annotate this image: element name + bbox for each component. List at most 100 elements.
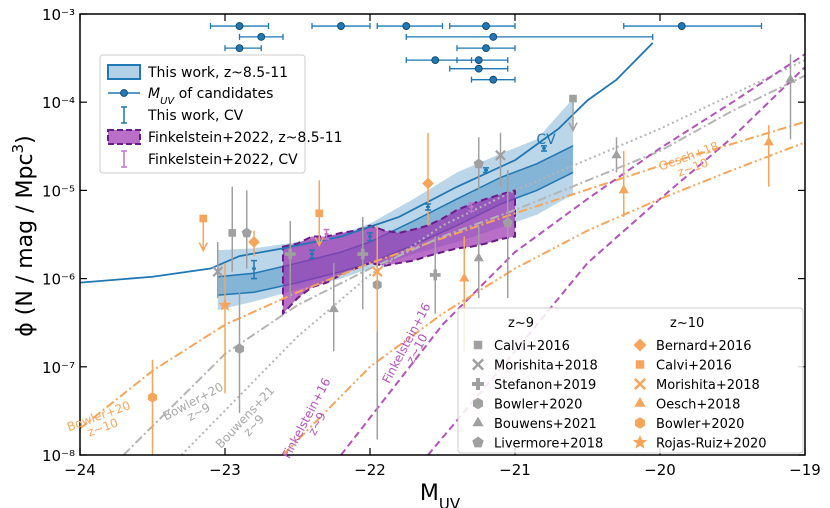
y-label-main: ϕ (N / mag / Mpc [13, 153, 38, 336]
legend-swatch [107, 64, 141, 80]
y-tick-label: 10⁻³ [42, 6, 75, 24]
x-tick-label: −19 [789, 461, 821, 479]
point-hexagon [235, 343, 244, 354]
point-diamond [422, 177, 434, 190]
legend-box [457, 307, 804, 454]
point-x [371, 266, 383, 278]
legend-marker [473, 397, 483, 410]
legend-marker [634, 378, 646, 390]
legend-marker [472, 378, 484, 390]
x-tick-label: −21 [499, 461, 531, 479]
upper-limit-head [314, 236, 324, 247]
point-plus [284, 248, 296, 260]
legend-marker [473, 340, 483, 350]
point-square [228, 229, 237, 237]
legend-label-part: UV [160, 96, 175, 107]
legend-label: Livermore+2018 [494, 437, 603, 452]
legend-label: This work, CV [147, 108, 244, 124]
candidate-point [482, 22, 490, 30]
point-plus [357, 248, 369, 260]
legend-label-part: of candidates [174, 86, 273, 102]
point-star [218, 298, 232, 311]
band-inner [217, 145, 573, 296]
band-finkelstein [282, 189, 516, 317]
legend-label: Calvi+2016 [494, 339, 570, 354]
x-tick-label: −24 [64, 461, 96, 479]
point-x [495, 149, 506, 161]
candidate-point [474, 56, 483, 65]
legend-marker [634, 397, 646, 407]
point-triangle [611, 149, 622, 159]
y-tick-label: 10⁻⁸ [42, 447, 75, 465]
candidate-point [235, 44, 244, 53]
y-tick-label: 10⁻⁶ [42, 271, 75, 289]
legend-swatch [107, 129, 141, 145]
legend-swatch [121, 106, 127, 124]
model-line [340, 53, 805, 455]
legend-label: Bernard+2016 [656, 339, 752, 354]
legend-marker [472, 416, 484, 427]
legend-label: Finkelstein+2022, CV [148, 152, 298, 168]
x-tick-label: −23 [209, 461, 241, 479]
point-square [569, 94, 577, 103]
point-square [315, 209, 324, 218]
point-plus [429, 269, 441, 281]
model-line [282, 141, 805, 455]
x-label-main: M [420, 481, 439, 506]
upper-limit-head [198, 242, 208, 253]
point-hexagon [148, 392, 157, 403]
legend-label-part: M [148, 86, 160, 102]
candidate-point [257, 33, 266, 41]
x-label-sub: UV [439, 495, 461, 508]
point-triangle [328, 303, 339, 313]
legend-marker [632, 435, 648, 449]
legend-label: Stefanon+2019 [494, 378, 596, 393]
legend-label: Bowler+2020 [656, 417, 744, 432]
legend-label: Morishita+2018 [494, 359, 598, 374]
point-pentagon [502, 217, 513, 228]
point-pentagon [241, 227, 252, 238]
legend-label: Calvi+2016 [656, 359, 732, 374]
legend-marker [472, 358, 484, 371]
point-diamond [248, 236, 260, 248]
legend-label: Finkelstein+2022, z~8.5-11 [148, 130, 343, 146]
point-triangle [618, 184, 629, 194]
y-tick-label: 10⁻⁴ [42, 94, 75, 112]
legend-label: MUV of candidates [148, 86, 273, 107]
y-tick-label: 10⁻⁵ [42, 182, 75, 200]
legend-label: This work, z~8.5-11 [147, 65, 288, 81]
annotation: CV [536, 132, 556, 148]
y-tick-label: 10⁻⁷ [42, 359, 75, 377]
candidate-point [677, 22, 686, 30]
point-triangle [459, 272, 470, 282]
y-label-end: ) [13, 135, 38, 144]
candidate-point [482, 44, 490, 53]
legend-swatch [121, 150, 127, 168]
legend-marker [635, 360, 645, 369]
candidate-point [337, 22, 345, 30]
x-tick-label: −20 [644, 461, 676, 479]
candidate-point [431, 56, 440, 65]
y-label-sup: 3 [9, 144, 27, 154]
frame [79, 13, 806, 456]
candidate-xerr [623, 23, 763, 30]
annotation-line: CV [536, 132, 556, 148]
candidate-point [402, 22, 411, 30]
legend-label: Morishita+2018 [656, 378, 760, 393]
model-line [80, 42, 654, 284]
legend-marker [472, 436, 484, 448]
point-x [212, 266, 224, 278]
model-line [180, 59, 805, 455]
legend-box [99, 54, 306, 174]
point-pentagon [473, 158, 484, 169]
upper-limit-head [568, 122, 578, 133]
model-line [122, 74, 805, 455]
legend-group-title: z~9 [508, 316, 534, 331]
legend-label: Oesch+2018 [656, 398, 740, 413]
legend-group-title: z~10 [670, 316, 704, 331]
point-triangle [785, 73, 796, 83]
candidate-point [489, 75, 498, 84]
legend-label: Rojas-Ruiz+2020 [656, 437, 767, 452]
legend-swatch [120, 89, 128, 97]
